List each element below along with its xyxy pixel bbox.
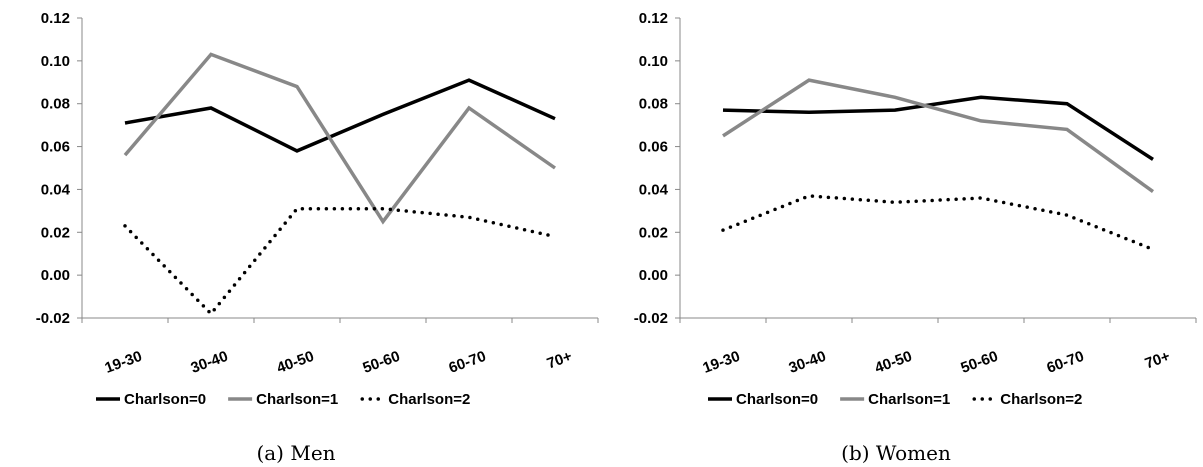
x-tick-label: 30-40 <box>786 348 828 377</box>
x-tick-label: 60-70 <box>1044 348 1086 377</box>
y-tick-label: 0.06 <box>41 139 70 156</box>
x-tick-label: 50-60 <box>958 348 1000 377</box>
y-tick-label: -0.02 <box>634 310 668 327</box>
legend-label-charlson-1: Charlson=1 <box>868 391 950 408</box>
x-tick-label: 70+ <box>545 348 575 373</box>
chart-panel-men: -0.02 0.00 0.02 0.04 0.06 0.08 0.10 0.12 19-30 30… <box>36 10 599 465</box>
panel-caption: (b) Women <box>841 441 951 465</box>
x-tick-label: 60-70 <box>446 348 488 377</box>
y-tick-label: 0.00 <box>41 267 70 284</box>
x-tick-label: 40-50 <box>872 348 914 377</box>
series-line-charlson-0 <box>722 95 1154 161</box>
panel-caption: (a) Men <box>256 441 335 465</box>
x-tick-label: 50-60 <box>360 348 402 377</box>
y-tick-label: 0.12 <box>639 10 668 27</box>
y-tick-label: 0.00 <box>639 267 668 284</box>
y-tick-label: 0.02 <box>41 224 70 241</box>
series-line-charlson-2 <box>721 194 1155 252</box>
series-line-charlson-2 <box>123 206 557 317</box>
x-tick-label: 30-40 <box>188 348 230 377</box>
series-line-charlson-0 <box>124 78 556 153</box>
x-tick-label: 70+ <box>1143 348 1173 373</box>
y-tick-label: 0.06 <box>639 139 668 156</box>
chart-panel-women: -0.02 0.00 0.02 0.04 0.06 0.08 0.10 0.12 19-30 30… <box>634 10 1197 465</box>
y-tick-label: 0.08 <box>41 96 70 113</box>
y-tick-label: 0.08 <box>639 96 668 113</box>
y-tick-label: 0.12 <box>41 10 70 27</box>
legend-label-charlson-0: Charlson=0 <box>124 391 206 408</box>
y-tick-label: 0.10 <box>41 53 70 70</box>
y-tick-label: 0.04 <box>639 181 669 198</box>
series-line-charlson-1 <box>722 78 1155 194</box>
y-tick-label: -0.02 <box>36 310 70 327</box>
x-tick-label: 40-50 <box>274 348 316 377</box>
legend-label-charlson-2: Charlson=2 <box>388 391 470 408</box>
legend-label-charlson-0: Charlson=0 <box>736 391 818 408</box>
series-line-charlson-1 <box>123 52 557 225</box>
x-tick-label: 19-30 <box>102 348 144 377</box>
y-tick-label: 0.02 <box>639 224 668 241</box>
y-tick-label: 0.10 <box>639 53 668 70</box>
x-tick-label: 19-30 <box>700 348 742 377</box>
legend-label-charlson-1: Charlson=1 <box>256 391 338 408</box>
y-tick-label: 0.04 <box>41 181 71 198</box>
legend-label-charlson-2: Charlson=2 <box>1000 391 1082 408</box>
